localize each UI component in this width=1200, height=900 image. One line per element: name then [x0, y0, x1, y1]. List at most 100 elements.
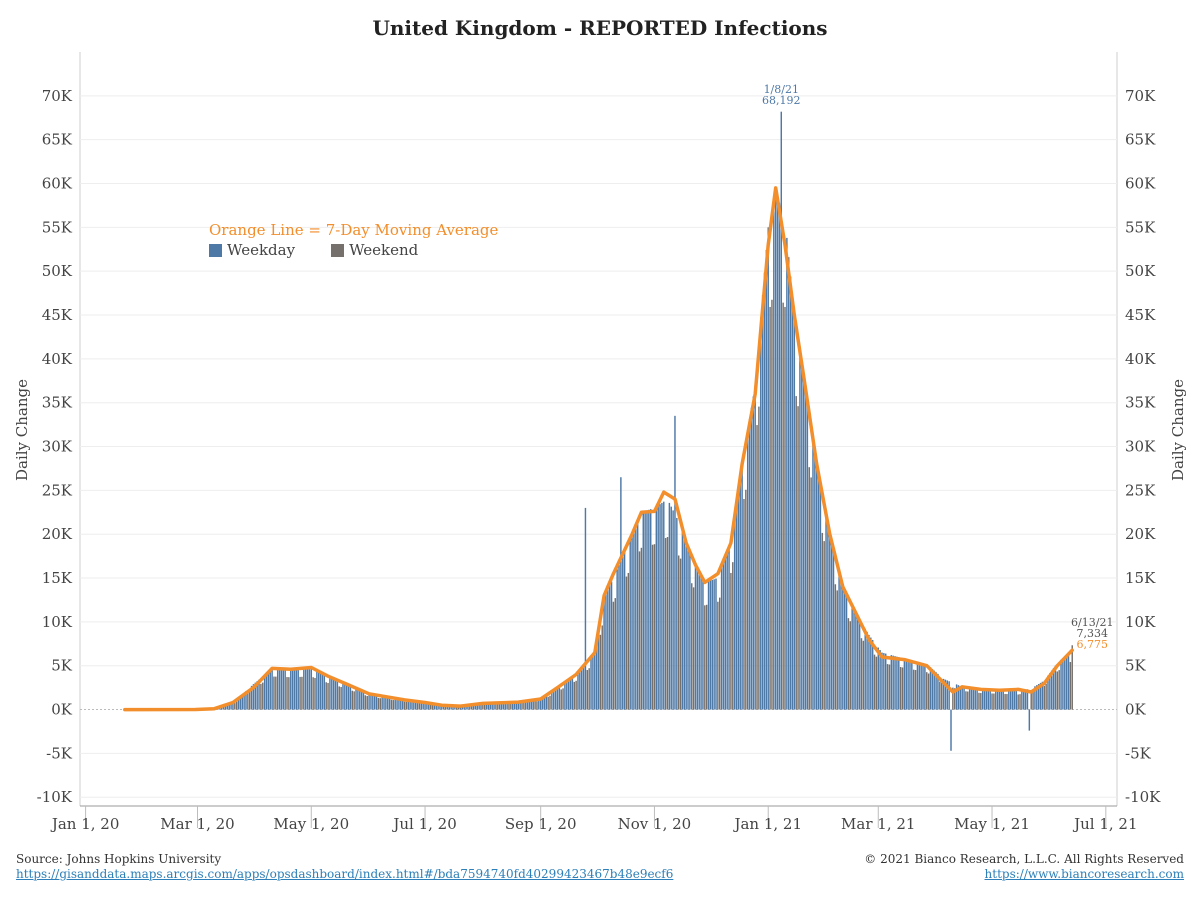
weekend-bar [534, 701, 536, 710]
x-tick-label: May 1, 21 [954, 815, 1030, 833]
weekday-bar [674, 415, 676, 710]
y-tick-label-right: 45K [1125, 306, 1156, 324]
y-tick-label-right: 0K [1125, 701, 1147, 719]
legend-item-weekend: Weekend [331, 241, 418, 259]
weekend-bar [692, 587, 695, 710]
weekend-bar [808, 467, 810, 710]
weekday-bar [924, 663, 926, 710]
weekday-bar [845, 594, 848, 710]
weekday-bar [676, 517, 678, 710]
weekday-bar [812, 439, 814, 710]
source-text: Source: Johns Hopkins University [16, 852, 222, 866]
weekday-bar [539, 699, 542, 710]
weekday-bar [321, 674, 324, 710]
weekday-bar [506, 702, 508, 710]
weekend-bar [625, 576, 628, 710]
y-tick-label-left: 70K [42, 87, 73, 105]
weekday-bar [985, 689, 988, 710]
weekday-bar [802, 376, 805, 710]
weekend-bar [954, 688, 956, 710]
weekend-bar [314, 677, 316, 710]
weekend-bar [888, 664, 891, 710]
weekday-bar [739, 477, 741, 710]
weekend-bar [758, 406, 760, 710]
weekday-bar [239, 696, 242, 710]
weekday-bar [424, 702, 426, 710]
weekday-bar [907, 659, 909, 710]
weekend-bar [732, 562, 734, 710]
site-link[interactable]: https://www.biancoresearch.com [984, 867, 1184, 881]
weekend-bar [886, 664, 889, 710]
weekend-bar [510, 703, 512, 710]
weekday-bar [765, 249, 768, 710]
weekday-bar [359, 689, 361, 710]
weekday-bar [713, 579, 715, 710]
weekday-bar [291, 670, 294, 710]
weekday-bar [702, 578, 704, 710]
weekend-bar [353, 691, 355, 710]
weekday-bar [726, 553, 728, 710]
weekday-bar [661, 502, 663, 710]
weekday-bar [597, 629, 600, 710]
weekday-bar [554, 688, 557, 710]
weekend-bar [286, 677, 288, 710]
weekday-bar [489, 703, 492, 710]
weekday-bar [655, 506, 658, 710]
weekend-swatch [331, 243, 345, 257]
weekday-bar [278, 669, 281, 710]
weekday-bar [493, 702, 495, 710]
weekday-bar [401, 699, 404, 710]
legend-weekend-label: Weekend [349, 241, 419, 259]
y-tick-label-left: 55K [42, 218, 73, 236]
weekday-bar [308, 669, 311, 710]
weekday-bar [801, 364, 803, 710]
weekend-bar [640, 547, 643, 710]
weekday-bar [933, 670, 935, 710]
weekday-bar [263, 675, 266, 710]
weekday-bar [881, 652, 883, 710]
weekday-bar [467, 704, 469, 710]
weekday-bar [668, 502, 671, 710]
weekday-bar [929, 667, 932, 710]
weekend-bar [940, 683, 943, 710]
x-tick-label: Jan 1, 21 [732, 815, 802, 833]
weekday-bar [373, 694, 376, 710]
x-tick-label: Jul 1, 21 [1072, 815, 1137, 833]
weekday-bar [318, 672, 320, 710]
weekend-bar [364, 695, 367, 710]
weekday-bar [1036, 685, 1038, 710]
footer-copyright: © 2021 Bianco Research, L.L.C. All Right… [864, 852, 1184, 882]
weekday-bar [519, 701, 521, 710]
weekday-bar [631, 534, 633, 710]
weekday-bar [959, 685, 962, 710]
weekday-bar [1064, 656, 1066, 710]
weekday-bar [245, 691, 247, 710]
weekday-bar [1026, 689, 1029, 710]
weekend-bar [444, 705, 447, 710]
weekday-bar [414, 701, 417, 710]
weekday-bar [360, 690, 363, 710]
weekday-bar [226, 705, 229, 710]
weekday-bar [1000, 690, 1003, 710]
weekday-bar [760, 317, 762, 710]
weekend-bar [575, 680, 577, 710]
weekend-bar [1019, 694, 1021, 710]
weekday-bar [629, 538, 631, 710]
source-link[interactable]: https://gisanddata.maps.arcgis.com/apps/… [16, 867, 674, 881]
weekday-bar [538, 699, 540, 710]
weekday-bar [733, 516, 736, 710]
weekend-bar [901, 667, 904, 710]
y-tick-label-right: 65K [1125, 131, 1156, 149]
weekday-bar [316, 671, 318, 710]
y-tick-label-right: 50K [1125, 262, 1156, 280]
weekday-bar [636, 521, 639, 710]
weekend-bar [536, 701, 538, 710]
weekday-bar [237, 698, 240, 710]
weekday-bar [230, 703, 232, 710]
weekday-bar [582, 665, 585, 710]
weekday-bar [789, 276, 792, 710]
weekend-bar [836, 590, 838, 710]
weekday-bar [711, 579, 713, 710]
y-tick-label-left: 45K [42, 306, 73, 324]
weekend-bar [273, 676, 275, 710]
